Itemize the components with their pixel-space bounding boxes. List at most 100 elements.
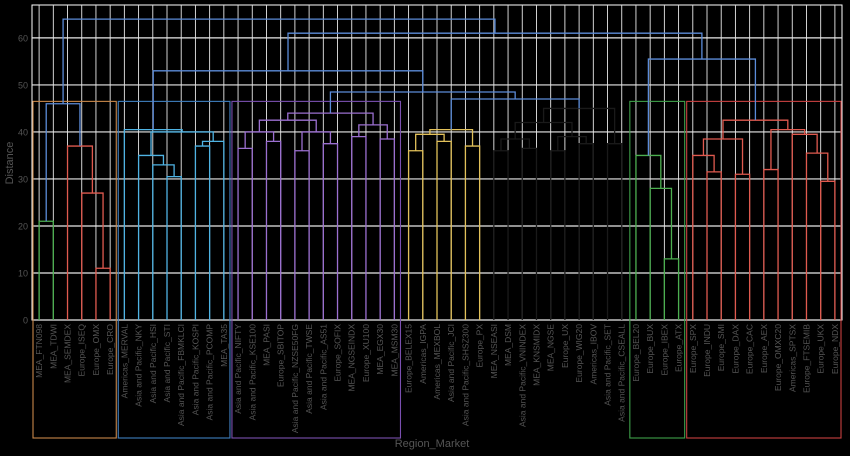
- x-tick-label: Asia and Pacific_SET: [603, 324, 613, 406]
- dendrogram-link: [542, 107, 616, 144]
- x-tick-label: Americas_SPTSX: [787, 324, 797, 392]
- dendrogram-link: [237, 147, 253, 320]
- x-tick-label: Europe_OMXC20: [773, 324, 783, 391]
- y-tick-label: 40: [18, 127, 28, 137]
- y-tick-label: 20: [18, 221, 28, 231]
- x-tick-label: MEA_EGX30: [375, 324, 385, 375]
- x-tick-label: Europe_SOFIX: [333, 324, 343, 382]
- x-tick-label: Asia and Pacific_HSI: [148, 324, 158, 403]
- x-tick-label: Asia and Pacific_JCI: [446, 324, 456, 402]
- x-tick-label: Asia and Pacific_VNINDEX: [517, 324, 527, 427]
- x-tick-label: MEA_NGSE: [546, 324, 556, 372]
- x-tick-label: Europe_AEX: [759, 324, 769, 373]
- x-tick-label: Europe_INDU: [702, 324, 712, 377]
- dendrogram-link: [663, 258, 680, 320]
- y-tick-label: 0: [23, 316, 28, 326]
- cluster-box: [231, 100, 402, 439]
- dendrogram-link: [450, 98, 580, 130]
- dendrogram-link: [123, 128, 183, 320]
- dendrogram-link: [635, 154, 662, 320]
- y-tick-label: 30: [18, 174, 28, 184]
- y-tick-label: 10: [18, 268, 28, 278]
- x-tick-label: Europe_ATX: [674, 324, 684, 372]
- x-tick-label: Europe_DAX: [730, 324, 740, 374]
- x-tick-label: Europe_IBEX: [659, 324, 669, 376]
- dendrogram-link: [521, 147, 538, 320]
- dendrogram-link: [820, 180, 836, 320]
- x-tick-label: Europe_UX: [560, 324, 570, 368]
- y-axis-ticks: 0 10 20 30 40 50 60: [18, 33, 28, 325]
- x-tick-label: Europe_FTSEMIB: [801, 324, 811, 393]
- dendrogram-link: [557, 135, 587, 151]
- x-tick-label: Europe_CRO: [105, 324, 115, 375]
- x-tick-label: Europe_XU100: [361, 324, 371, 382]
- dendrogram-link: [81, 192, 104, 320]
- x-tick-label: Europe_NDX: [830, 324, 840, 374]
- x-tick-label: Americas_MEXBOL: [432, 324, 442, 400]
- y-tick-label: 50: [18, 80, 28, 90]
- y-tick-label: 60: [18, 33, 28, 43]
- dendrogram-link: [722, 119, 789, 139]
- cluster-boxes: [32, 100, 842, 439]
- dendrogram-link: [734, 173, 751, 320]
- dendrogram-link: [706, 171, 722, 320]
- dendrogram-links: [38, 18, 836, 320]
- x-tick-label: MEA_DSM: [503, 324, 513, 366]
- dendrogram-link: [137, 154, 165, 320]
- x-tick-label: MEA_FTN098: [34, 324, 44, 378]
- x-tick-label: Asia and Pacific_PCOMP: [205, 324, 215, 421]
- x-axis-label: Region_Market: [395, 438, 470, 450]
- x-tick-label: Europe_OMX: [91, 324, 101, 376]
- x-tick-label: Asia and Pacific_NIFTY: [233, 324, 243, 414]
- x-tick-label: Europe_CAC: [745, 324, 755, 374]
- x-tick-label: MEA_TDWI: [48, 324, 58, 369]
- x-tick-label: Europe_SBITOP: [276, 324, 286, 387]
- x-tick-label: Asia and Pacific_NKY: [134, 324, 144, 407]
- x-tick-label: Asia and Pacific_KOSPI: [190, 324, 200, 415]
- x-tick-label: MEA_PASI: [261, 324, 271, 366]
- dendrogram-link: [194, 145, 211, 320]
- x-tick-label: Asia and Pacific_SHSZ300: [460, 324, 470, 426]
- x-tick-label: Americas_MERVAL: [119, 324, 129, 399]
- cluster-box: [32, 100, 117, 439]
- x-tick-label: Europe_BELEX15: [404, 324, 414, 393]
- cluster-box: [629, 100, 686, 439]
- x-tick-label: MEA_NSEASI: [489, 324, 499, 378]
- x-tick-label: Americas_IBOV: [588, 324, 598, 385]
- x-tick-label: Europe_ISEQ: [77, 324, 87, 377]
- x-tick-label: Europe_BEL20: [631, 324, 641, 382]
- x-axis-tick-labels: MEA_FTN098 MEA_TDWI MEA_SEMDEX Europe_ISEQ E…: [34, 324, 840, 434]
- x-tick-label: Asia and Pacific_TWSE: [304, 324, 314, 414]
- x-tick-label: Europe_PX: [475, 324, 485, 368]
- dendrogram-link: [379, 138, 396, 320]
- dendrogram-link: [647, 58, 757, 156]
- x-tick-label: Americas_IGPA: [418, 324, 428, 384]
- x-tick-label: Asia and Pacific_STI: [162, 324, 172, 402]
- dendrogram-link: [351, 135, 367, 320]
- dendrogram-link: [500, 138, 531, 151]
- dendrogram-link: [62, 18, 496, 104]
- dendrogram-link: [95, 267, 111, 320]
- x-tick-label: MEA_NGSEINDX: [347, 324, 357, 392]
- x-tick-label: Europe_UKX: [816, 324, 826, 374]
- cluster-box: [117, 100, 231, 439]
- x-tick-label: MEA_MSM30: [389, 324, 399, 377]
- x-tick-label: Asia and Pacific_AS51: [318, 324, 328, 410]
- x-tick-label: Europe_BUX: [645, 324, 655, 374]
- x-tick-label: MEA_TA35: [219, 324, 229, 367]
- x-tick-label: Asia and Pacific_KSE100: [247, 324, 257, 421]
- cluster-box: [686, 100, 842, 439]
- x-tick-label: Asia and Pacific_CSEALL: [617, 324, 627, 422]
- x-tick-label: Europe_SPX: [688, 324, 698, 373]
- dendrogram-link: [692, 154, 715, 320]
- dendrogram-link: [702, 138, 744, 175]
- y-axis-label: Distance: [4, 142, 16, 185]
- x-tick-label: Asia and Pacific_NZSE50FG: [290, 324, 300, 433]
- dendrogram-link: [38, 220, 54, 320]
- x-tick-label: MEA_SEMDEX: [63, 324, 73, 383]
- dendrogram-link: [152, 164, 175, 320]
- dendrogram-link: [464, 145, 481, 320]
- dendrogram-link: [287, 32, 703, 71]
- dendrogram-link: [66, 145, 94, 320]
